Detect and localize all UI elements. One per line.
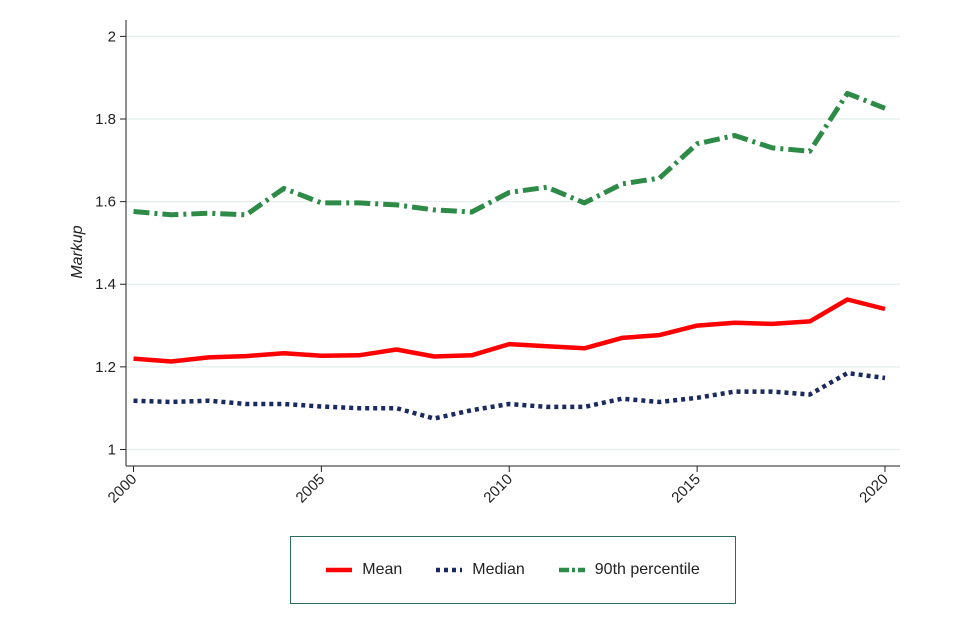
series-lines (133, 90, 886, 421)
y-tick-label: 1.4 (95, 276, 116, 293)
legend-swatch-median (436, 567, 463, 573)
legend-entry-90th-percentile: 90th percentile (558, 561, 700, 579)
y-tick-label: 1.6 (95, 194, 116, 211)
legend-label-90th-percentile: 90th percentile (594, 561, 700, 578)
legend: Mean Median 90th percentile (290, 536, 736, 604)
x-tick-label: 2010 (480, 471, 516, 507)
legend-entry-mean: Mean (326, 561, 402, 579)
axes: 1 1.2 1.4 1.6 1.8 2 2000 2005 2010 2015 2020 (95, 20, 900, 506)
x-tick-label: 2005 (293, 471, 329, 507)
grid-lines (126, 35, 900, 451)
legend-label-median: Median (472, 561, 525, 578)
series-line-median (133, 370, 886, 421)
y-tick-label: 1.8 (95, 111, 116, 128)
x-tick-label: 2020 (856, 471, 892, 507)
legend-swatch-mean (326, 567, 353, 573)
legend-entry-median: Median (436, 561, 525, 579)
legend-swatch-90th-percentile (558, 567, 585, 573)
series-line-mean (133, 297, 886, 364)
y-tick-label: 2 (108, 28, 116, 45)
legend-label-mean: Mean (362, 561, 403, 578)
y-tick-label: 1 (108, 441, 116, 458)
y-axis-title: Markup (69, 225, 86, 278)
x-tick-label: 2015 (668, 471, 704, 507)
series-line-90th-percentile (133, 90, 886, 218)
x-tick-label: 2000 (105, 471, 141, 507)
y-tick-label: 1.2 (95, 359, 116, 376)
